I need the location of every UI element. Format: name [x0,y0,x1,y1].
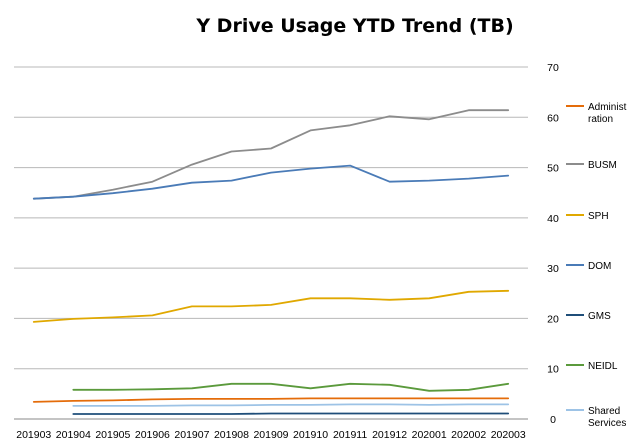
x-axis-ticks: 201903 201904 201905 201906 201907 201908 2019… [16,429,526,441]
series-line-administration [32,397,510,403]
y-tick-label: 50 [547,163,559,175]
x-tick-label: 201905 [95,429,130,441]
x-tick-label: 201910 [293,429,328,441]
y-tick-label: 0 [550,414,556,426]
series-line-dom [32,164,510,200]
legend-label: Services [588,418,626,429]
x-tick-label: 201909 [253,429,288,441]
x-tick-label: 202001 [412,429,447,441]
chart-title: Y Drive Usage YTD Trend (TB) [195,15,513,37]
legend-label: Administ [588,102,627,113]
series-line-sph [32,289,510,323]
series-line-gms [72,412,510,415]
x-tick-label: 201903 [16,429,51,441]
x-tick-label: 201912 [372,429,407,441]
y-tick-label: 40 [547,213,559,225]
legend-label: SPH [588,211,609,222]
x-tick-label: 201911 [333,429,367,441]
x-tick-label: 201908 [214,429,249,441]
series-line-shared-services [72,403,510,407]
x-tick-label: 201904 [56,429,91,441]
legend-label: NEIDL [588,361,618,372]
x-tick-label: 201906 [135,429,170,441]
y-tick-label: 20 [547,313,559,325]
y-tick-label: 60 [547,112,559,124]
x-tick-label: 201907 [174,429,209,441]
series-lines [32,109,510,415]
legend-label: ration [588,114,613,125]
y-tick-label: 10 [547,364,559,376]
legend-label: Shared [588,406,620,417]
series-line-busm [32,109,510,200]
series-line-neidl [72,382,510,392]
y-axis-ticks: 0 10 20 30 40 50 60 70 [547,62,559,426]
x-tick-label: 202002 [451,429,486,441]
y-tick-label: 70 [547,62,559,74]
y-tick-label: 30 [547,263,559,275]
legend-label: GMS [588,311,611,322]
legend-label: DOM [588,261,611,272]
x-tick-label: 202003 [491,429,526,441]
legend-label: BUSM [588,160,617,171]
